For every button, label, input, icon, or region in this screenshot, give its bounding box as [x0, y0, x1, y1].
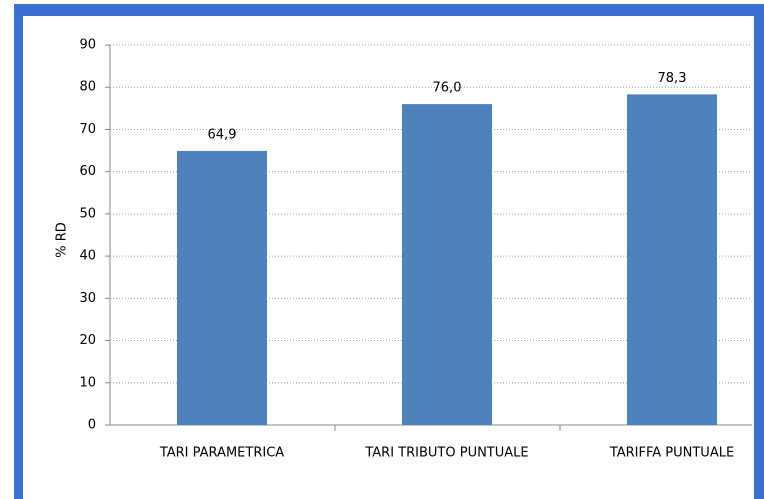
y-tick-label: 70: [79, 122, 96, 137]
y-tick-label: 60: [79, 164, 96, 179]
y-tick-label: 20: [79, 333, 96, 348]
value-label: 78,3: [658, 71, 687, 86]
frame-top: [14, 4, 764, 16]
x-tick-label: TARIFFA PUNTUALE: [609, 446, 734, 461]
y-tick-label: 10: [79, 375, 96, 390]
value-label: 76,0: [433, 81, 462, 96]
y-tick-label: 50: [79, 206, 96, 221]
y-tick-label: 40: [79, 249, 96, 264]
y-tick-label: 0: [88, 418, 96, 433]
bar: [627, 94, 717, 426]
frame-left: [14, 4, 23, 499]
y-tick-label: 30: [79, 291, 96, 306]
frame-right: [754, 4, 764, 499]
y-tick-label: 90: [79, 38, 96, 53]
bar: [177, 150, 267, 425]
x-tick-label: TARI TRIBUTO PUNTUALE: [364, 446, 528, 461]
value-label: 64,9: [208, 127, 237, 142]
y-axis-title: % RD: [55, 222, 70, 258]
y-tick-label: 80: [79, 80, 96, 95]
bar: [402, 104, 492, 425]
x-tick-label: TARI PARAMETRICA: [159, 446, 284, 461]
